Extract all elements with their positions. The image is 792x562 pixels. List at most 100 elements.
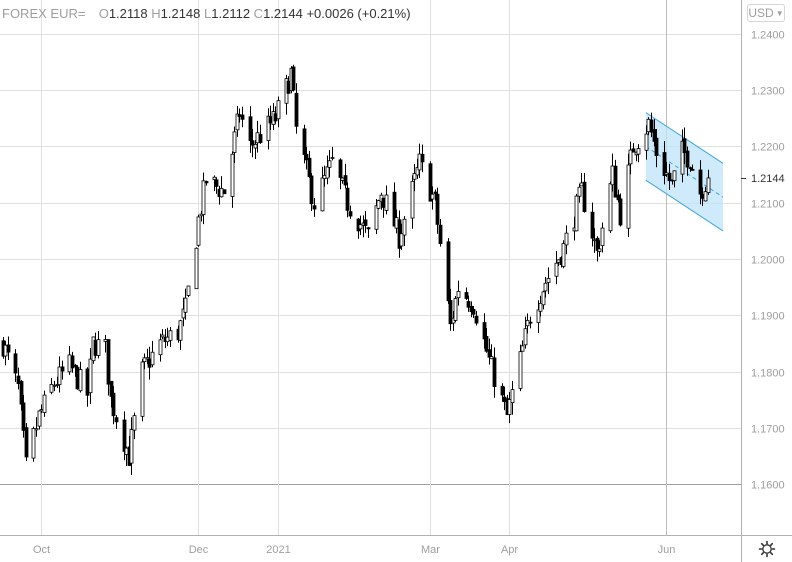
candle-body [538, 302, 543, 312]
legend-open-value: 1.2118 [108, 6, 148, 21]
candle-body [186, 285, 191, 296]
candle-body [523, 328, 528, 346]
candle-body [258, 134, 263, 143]
candle-body [340, 177, 345, 181]
candle-body [546, 278, 551, 283]
candle-body [57, 366, 62, 386]
gear-icon[interactable] [758, 540, 776, 558]
candle-body [147, 358, 152, 368]
candle-body [232, 131, 237, 153]
legend-open-label: O [98, 6, 109, 21]
candle-body [528, 321, 533, 324]
y-tick-label: 1.1900 [751, 311, 785, 323]
candle-body [688, 167, 693, 170]
candle-body [577, 186, 582, 197]
candle-body [363, 219, 368, 226]
candle-body [160, 334, 165, 338]
candle-body [42, 394, 47, 413]
candle-body [366, 227, 371, 230]
candle-body [456, 291, 461, 299]
candle-body [122, 419, 127, 452]
candle-body [124, 447, 129, 455]
x-tick-label: Jun [658, 544, 676, 556]
candle-body [474, 315, 479, 324]
candle-body [75, 366, 80, 390]
candle-body [348, 211, 353, 217]
candle-body [255, 132, 260, 144]
candle-body [554, 262, 559, 277]
candle-body [600, 227, 605, 247]
candle-body [564, 232, 569, 246]
candle-body [31, 428, 36, 459]
candle-body [608, 183, 613, 232]
currency-value: USD [748, 6, 774, 20]
candle-body [132, 415, 137, 431]
candle-body [489, 356, 494, 360]
candle-body [556, 259, 561, 263]
candle-body [96, 339, 101, 356]
candle-body [417, 153, 422, 171]
candle-body [273, 113, 278, 122]
candle-body [129, 429, 134, 464]
candle-body [178, 320, 183, 341]
legend-change: +0.0026 (+0.21%) [306, 6, 411, 21]
candle-body [70, 355, 75, 369]
candle-body [644, 133, 649, 151]
candle-body [16, 375, 21, 384]
legend-symbol: FOREX EUR= [2, 6, 86, 21]
candle-body [212, 176, 217, 181]
candle-body [579, 182, 584, 187]
currency-selector[interactable]: USD ▼ [747, 4, 785, 22]
candle-body [307, 157, 312, 178]
candle-body [685, 150, 690, 168]
x-tick-label: Apr [501, 544, 518, 556]
candle-body [88, 358, 93, 394]
candle-body [276, 100, 281, 120]
candle-body [3, 344, 8, 357]
candle-body [613, 165, 618, 198]
channel-lower-line[interactable] [645, 179, 724, 232]
candle-body [536, 309, 541, 323]
candle-body [448, 300, 453, 325]
y-tick-label: 1.1700 [751, 424, 785, 436]
candle-body [103, 339, 108, 342]
candle-body [49, 384, 54, 393]
candle-body [541, 291, 546, 306]
candle-body [574, 195, 579, 232]
legend-close-label: C [253, 6, 264, 21]
candle-body [165, 336, 170, 343]
candle-body [183, 297, 188, 313]
candle-body [410, 180, 415, 219]
candle-body [543, 282, 548, 292]
legend-close-value: 1.2144 [263, 6, 303, 21]
x-tick-label: Oct [33, 544, 50, 556]
candle-body [664, 172, 669, 175]
candle-body [219, 188, 224, 198]
y-tick-label: 1.2400 [751, 30, 785, 42]
candle-body [626, 164, 631, 229]
candle-body [592, 239, 597, 242]
y-tick-label: 1.2300 [751, 86, 785, 98]
candle-body [438, 224, 443, 244]
candle-body [67, 354, 72, 373]
candle-body [330, 157, 335, 159]
y-tick-label: 1.2200 [751, 142, 785, 154]
candle-body [250, 140, 255, 146]
candle-body [428, 163, 433, 202]
candle-body [500, 385, 505, 396]
legend-high-label: H [151, 6, 161, 21]
candle-body [322, 174, 327, 179]
y-tick-label: 1.1800 [751, 368, 785, 380]
candle-body [106, 339, 111, 385]
candle-body [150, 351, 155, 366]
candle-body [561, 243, 566, 267]
candle-body [597, 248, 602, 252]
candle-body [196, 216, 201, 246]
candle-body [484, 336, 489, 352]
candle-body [690, 168, 695, 171]
candle-body [518, 351, 523, 389]
x-tick-label: Dec [189, 544, 209, 556]
y-tick-label: 1.2100 [751, 199, 785, 211]
candle-body [453, 298, 458, 321]
